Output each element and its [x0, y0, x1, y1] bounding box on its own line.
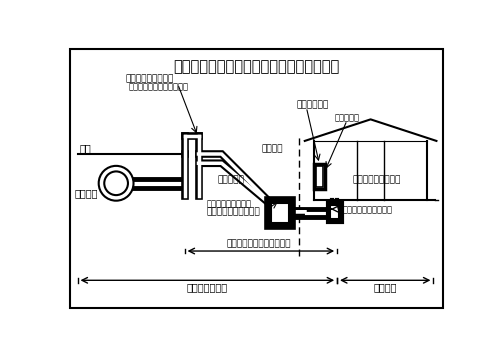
Text: 台所　トイレ　風呂: 台所 トイレ 風呂: [352, 175, 401, 184]
Bar: [314, 164, 325, 189]
Text: 公共下水道施設: 公共下水道施設: [187, 282, 228, 292]
Text: （圧送管）: （圧送管）: [218, 175, 244, 184]
Text: 宅内マンホールポンプ: 宅内マンホールポンプ: [206, 207, 260, 216]
Text: 公道: 公道: [79, 143, 91, 153]
Bar: [328, 203, 342, 222]
Text: 屋内分電盤: 屋内分電盤: [335, 113, 360, 122]
Text: ポンプ制御盤: ポンプ制御盤: [296, 100, 328, 109]
Bar: [271, 203, 289, 222]
Text: （圧力ポンプ施設）: （圧力ポンプ施設）: [206, 199, 251, 209]
Text: 下水本管: 下水本管: [74, 188, 98, 198]
Text: 公共ます（取付ます）: 公共ます（取付ます）: [342, 206, 392, 215]
Text: 宅内マンホールポンプ施設: 宅内マンホールポンプ施設: [226, 240, 291, 249]
Text: 官民境界: 官民境界: [262, 144, 283, 153]
Bar: [330, 205, 340, 220]
Bar: [316, 166, 323, 187]
Text: （塩ビ製小型マンホール）: （塩ビ製小型マンホール）: [128, 83, 188, 91]
Text: 宅内マンホールポンプ施設設置標準断面図: 宅内マンホールポンプ施設設置標準断面図: [173, 59, 340, 74]
Text: 圧力開放マンホール: 圧力開放マンホール: [126, 74, 174, 83]
Text: 排水設備: 排水設備: [374, 282, 397, 292]
Bar: [268, 200, 292, 226]
